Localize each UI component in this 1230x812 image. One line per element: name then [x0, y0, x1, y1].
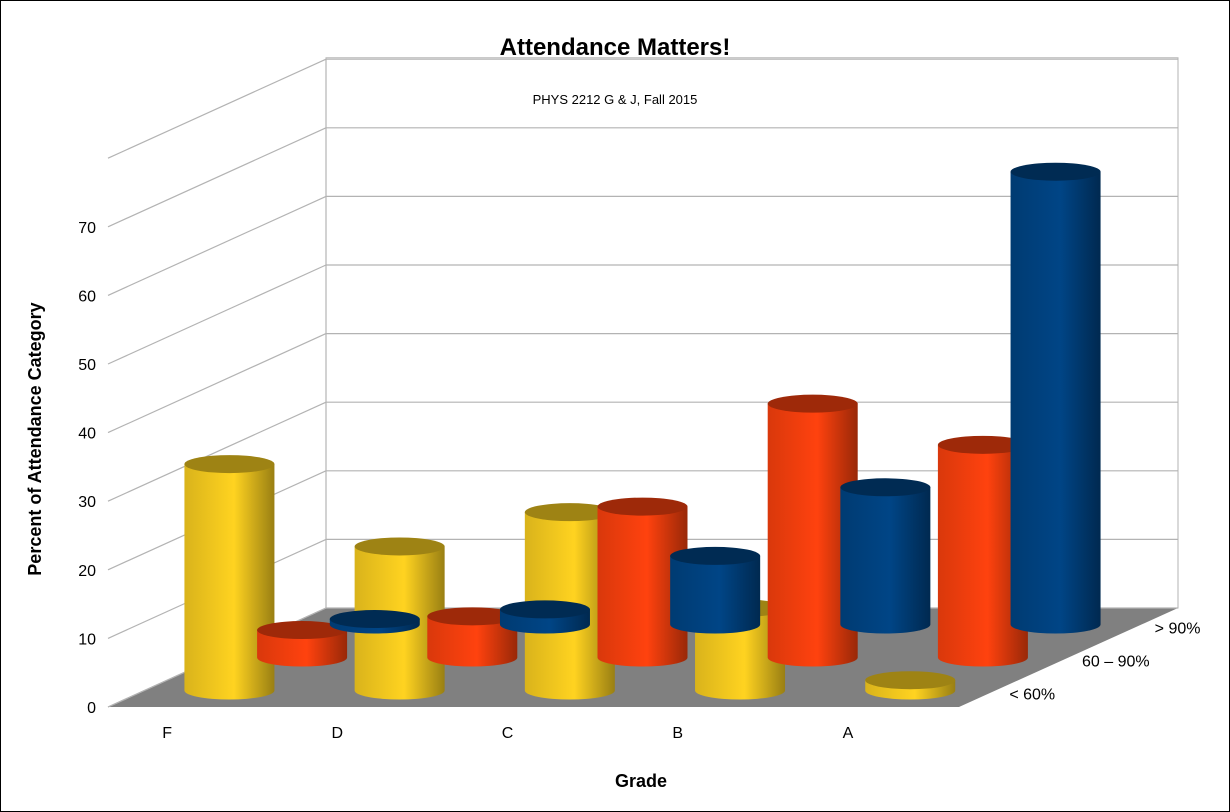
- bar: [1010, 162, 1101, 634]
- x-tick-label: F: [162, 725, 172, 742]
- bar: [670, 546, 761, 634]
- x-axis-label: Grade: [615, 771, 667, 791]
- side-gridline: [107, 127, 327, 228]
- series-label: 60 – 90%: [1082, 654, 1150, 671]
- bar: [597, 497, 688, 667]
- chart-title: Attendance Matters!: [500, 34, 731, 61]
- series-label: < 60%: [1009, 687, 1055, 704]
- y-tick-label: 60: [78, 288, 96, 305]
- bar: [865, 671, 956, 700]
- side-gridline: [107, 401, 327, 502]
- x-tick-label: C: [502, 725, 514, 742]
- bar: [840, 478, 931, 634]
- side-gridline: [107, 58, 327, 159]
- y-tick-label: 20: [78, 563, 96, 580]
- chart-bars: [184, 162, 1101, 700]
- bar: [329, 610, 420, 634]
- y-tick-label: 10: [78, 631, 96, 648]
- bar: [937, 435, 1028, 667]
- x-tick-label: A: [843, 725, 854, 742]
- y-tick-label: 0: [87, 700, 96, 717]
- series-label: > 90%: [1155, 621, 1201, 638]
- chart-subtitle: PHYS 2212 G & J, Fall 2015: [533, 92, 698, 107]
- side-gridline: [107, 195, 327, 296]
- side-gridline: [107, 333, 327, 434]
- y-axis-label: Percent of Attendance Category: [25, 302, 45, 575]
- chart-labels: 0 10 20 30 40 50 60 70 F D C B A > 90% 60 – 90% < 60%: [78, 220, 1200, 742]
- x-tick-label: D: [332, 725, 344, 742]
- x-tick-label: B: [672, 725, 683, 742]
- y-tick-label: 50: [78, 357, 96, 374]
- bar: [499, 600, 590, 634]
- y-tick-label: 40: [78, 426, 96, 443]
- bar: [767, 394, 858, 667]
- bar: [427, 607, 518, 667]
- bar: [184, 455, 275, 700]
- y-tick-label: 70: [78, 220, 96, 237]
- side-gridline: [107, 264, 327, 365]
- y-tick-label: 30: [78, 494, 96, 511]
- bar: [257, 621, 348, 667]
